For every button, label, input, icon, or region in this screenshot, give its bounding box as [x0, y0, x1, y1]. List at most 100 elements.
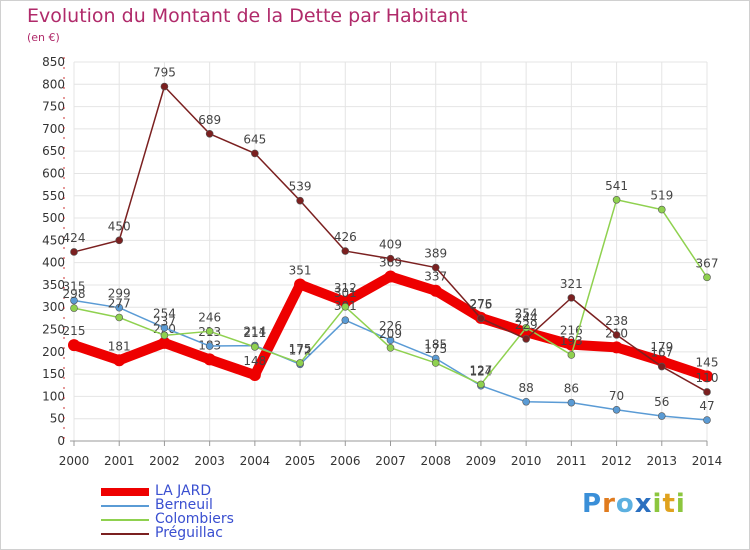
- data-label: 351: [289, 263, 312, 277]
- legend-swatch: [101, 533, 149, 535]
- data-label: 237: [153, 314, 176, 328]
- data-point: [703, 416, 711, 424]
- data-point: [160, 82, 169, 91]
- y-tick-label: 100: [42, 389, 65, 403]
- y-tick-label: 250: [42, 323, 65, 337]
- data-point: [610, 341, 623, 354]
- data-point: [612, 405, 621, 414]
- data-point: [341, 316, 350, 324]
- data-point: [701, 370, 713, 383]
- y-tick-label: 150: [42, 367, 65, 381]
- x-tick-label: 2011: [556, 454, 587, 468]
- data-label: 254: [515, 307, 538, 321]
- legend-label: Berneuil: [155, 497, 213, 513]
- y-tick-label: 550: [42, 189, 65, 203]
- data-label: 246: [198, 310, 221, 324]
- x-tick-label: 2001: [104, 454, 135, 468]
- x-tick-label: 2007: [375, 454, 406, 468]
- data-label: 127: [469, 363, 492, 377]
- data-label: 301: [334, 286, 357, 300]
- data-point: [477, 380, 485, 389]
- data-point: [203, 353, 216, 366]
- data-label: 209: [379, 327, 402, 341]
- data-label: 275: [469, 297, 492, 311]
- x-tick-label: 2013: [647, 454, 678, 468]
- data-point: [703, 388, 711, 396]
- y-tick-label: 350: [42, 278, 65, 292]
- y-tick-label: 800: [42, 77, 65, 91]
- data-label: 367: [696, 256, 719, 270]
- data-point: [522, 335, 530, 343]
- y-tick-label: 50: [50, 412, 65, 426]
- data-point: [115, 236, 124, 245]
- data-label: 226: [379, 319, 402, 333]
- data-point: [657, 412, 666, 420]
- data-point: [70, 248, 78, 256]
- data-label: 88: [519, 381, 534, 395]
- data-label: 315: [63, 280, 86, 294]
- data-point: [386, 336, 395, 345]
- y-tick-label: 500: [42, 211, 65, 225]
- y-tick-label: 400: [42, 256, 65, 270]
- y-tick-label: 700: [42, 122, 65, 136]
- data-point: [522, 323, 530, 332]
- y-tick-label: 850: [42, 55, 65, 69]
- data-label: 238: [605, 314, 628, 328]
- data-label: 47: [699, 399, 714, 413]
- data-label: 409: [379, 238, 402, 252]
- data-label: 277: [108, 296, 131, 310]
- data-point: [294, 278, 307, 291]
- data-label: 645: [243, 132, 266, 146]
- data-label: 389: [424, 247, 447, 261]
- data-label: 229: [515, 318, 538, 332]
- data-point: [251, 343, 259, 351]
- data-label: 56: [654, 395, 669, 409]
- data-label: 539: [289, 180, 312, 194]
- x-tick-label: 2002: [149, 454, 180, 468]
- chart-unit: (en €): [27, 31, 60, 44]
- proxiti-logo: Proxiti: [582, 489, 686, 519]
- data-point: [386, 344, 395, 352]
- data-point: [431, 263, 440, 272]
- data-point: [205, 342, 214, 350]
- x-tick-label: 2004: [240, 454, 271, 468]
- data-point: [341, 302, 350, 311]
- data-point: [612, 195, 621, 204]
- data-point: [657, 205, 666, 214]
- legend-label: Colombiers: [155, 511, 234, 527]
- data-label: 211: [243, 326, 266, 340]
- data-point: [68, 339, 80, 352]
- data-point: [612, 331, 621, 339]
- data-label: 185: [424, 338, 447, 352]
- y-tick-label: 650: [42, 144, 65, 158]
- legend-label: LA JARD: [155, 483, 212, 499]
- data-label: 541: [605, 179, 628, 193]
- data-label: 193: [560, 334, 583, 348]
- data-point: [296, 196, 304, 205]
- data-point: [522, 397, 530, 406]
- y-tick-label: 300: [42, 300, 65, 314]
- y-tick-label: 600: [42, 166, 65, 180]
- data-point: [113, 354, 126, 367]
- data-point: [160, 331, 169, 340]
- data-label: 214: [243, 325, 266, 339]
- data-point: [248, 369, 261, 382]
- x-tick-label: 2010: [511, 454, 542, 468]
- data-label: 321: [560, 277, 583, 291]
- y-tick-label: 750: [42, 100, 65, 114]
- data-point: [205, 129, 214, 138]
- data-label: 426: [334, 230, 357, 244]
- data-point: [565, 338, 578, 351]
- chart-title: Evolution du Montant de la Dette par Hab…: [27, 5, 468, 27]
- data-label: 179: [650, 340, 673, 354]
- data-point: [158, 336, 171, 349]
- data-label: 70: [609, 389, 624, 403]
- data-label: 215: [63, 324, 86, 338]
- data-label: 369: [379, 255, 402, 269]
- data-label: 519: [650, 189, 673, 203]
- data-label: 795: [153, 66, 176, 80]
- data-point: [296, 359, 304, 367]
- y-tick-label: 0: [57, 434, 65, 448]
